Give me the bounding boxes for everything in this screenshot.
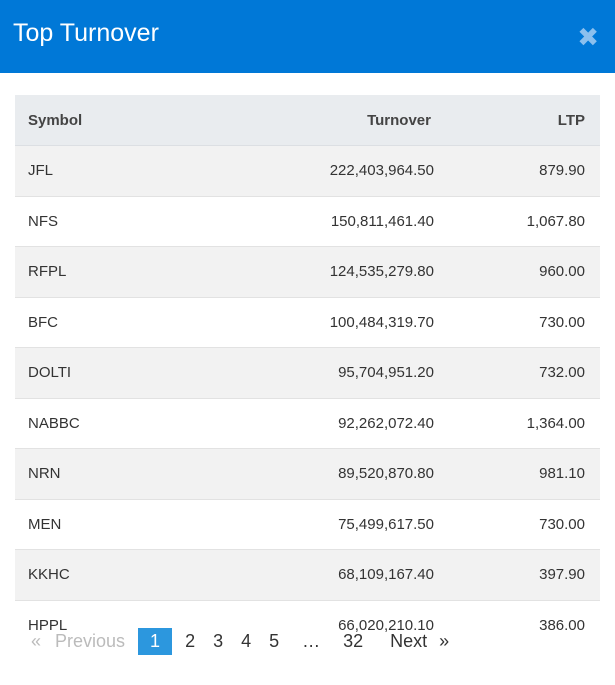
page-3[interactable]: 3	[213, 631, 224, 651]
cell-symbol: MEN	[15, 499, 200, 550]
next-arrow: »	[439, 631, 450, 651]
cell-ltp: 730.00	[434, 297, 600, 348]
previous-arrow: «	[31, 631, 42, 651]
page-32[interactable]: 32	[343, 631, 364, 651]
table-header-row: Symbol Turnover LTP	[15, 95, 600, 146]
table-row[interactable]: JFL 222,403,964.50 879.90	[15, 145, 600, 197]
cell-ltp: 960.00	[434, 246, 600, 298]
page-5[interactable]: 5	[269, 631, 280, 651]
cell-turnover: 95,704,951.20	[200, 347, 434, 399]
close-icon[interactable]: ✖	[577, 22, 599, 52]
table-row[interactable]: KKHC 68,109,167.40 397.90	[15, 549, 600, 601]
cell-ltp: 730.00	[434, 499, 600, 550]
next-button[interactable]: Next »	[372, 628, 458, 655]
next-label: Next	[390, 631, 428, 651]
cell-ltp: 981.10	[434, 448, 600, 500]
cell-ltp: 732.00	[434, 347, 600, 399]
cell-turnover: 124,535,279.80	[200, 246, 434, 298]
cell-symbol: NABBC	[15, 398, 200, 449]
table-row[interactable]: HPPL 66,020,210.10 386.00	[15, 600, 600, 650]
cell-turnover: 75,499,617.50	[200, 499, 434, 550]
cell-symbol: KKHC	[15, 549, 200, 601]
cell-turnover: 89,520,870.80	[200, 448, 434, 500]
table-row[interactable]: BFC 100,484,319.70 730.00	[15, 297, 600, 348]
previous-label: Previous	[55, 631, 126, 651]
cell-turnover: 222,403,964.50	[200, 145, 434, 197]
cell-symbol: NFS	[15, 196, 200, 247]
page-1[interactable]: 1	[138, 628, 173, 655]
previous-button[interactable]: « Previous	[22, 628, 134, 655]
cell-symbol: BFC	[15, 297, 200, 348]
cell-turnover: 66,020,210.10	[200, 600, 434, 650]
column-header-turnover[interactable]: Turnover	[200, 95, 434, 146]
modal-title: Top Turnover	[13, 19, 159, 47]
table-row[interactable]: DOLTI 95,704,951.20 732.00	[15, 347, 600, 399]
cell-turnover: 92,262,072.40	[200, 398, 434, 449]
page-4[interactable]: 4	[241, 631, 252, 651]
column-header-symbol[interactable]: Symbol	[15, 95, 200, 146]
cell-turnover: 150,811,461.40	[200, 196, 434, 247]
column-header-ltp[interactable]: LTP	[434, 95, 600, 146]
table-row[interactable]: NABBC 92,262,072.40 1,364.00	[15, 398, 600, 449]
cell-symbol: HPPL	[15, 600, 200, 650]
cell-symbol: RFPL	[15, 246, 200, 298]
cell-symbol: JFL	[15, 145, 200, 197]
cell-symbol: DOLTI	[15, 347, 200, 399]
cell-turnover: 68,109,167.40	[200, 549, 434, 601]
table-row[interactable]: MEN 75,499,617.50 730.00	[15, 499, 600, 550]
cell-turnover: 100,484,319.70	[200, 297, 434, 348]
table-row[interactable]: RFPL 124,535,279.80 960.00	[15, 246, 600, 298]
cell-ltp: 1,067.80	[434, 196, 600, 247]
pagination: « Previous 1 2 3 4 5 … 32 Next »	[22, 628, 458, 655]
page-ellipsis: …	[302, 631, 321, 651]
cell-symbol: NRN	[15, 448, 200, 500]
cell-ltp: 879.90	[434, 145, 600, 197]
cell-ltp: 397.90	[434, 549, 600, 601]
table-row[interactable]: NFS 150,811,461.40 1,067.80	[15, 196, 600, 247]
modal-header: Top Turnover ✖	[0, 0, 615, 73]
page-2[interactable]: 2	[185, 631, 196, 651]
turnover-table: Symbol Turnover LTP JFL 222,403,964.50 879…	[15, 95, 600, 650]
table-row[interactable]: NRN 89,520,870.80 981.10	[15, 448, 600, 500]
cell-ltp: 1,364.00	[434, 398, 600, 449]
cell-ltp: 386.00	[434, 600, 600, 650]
